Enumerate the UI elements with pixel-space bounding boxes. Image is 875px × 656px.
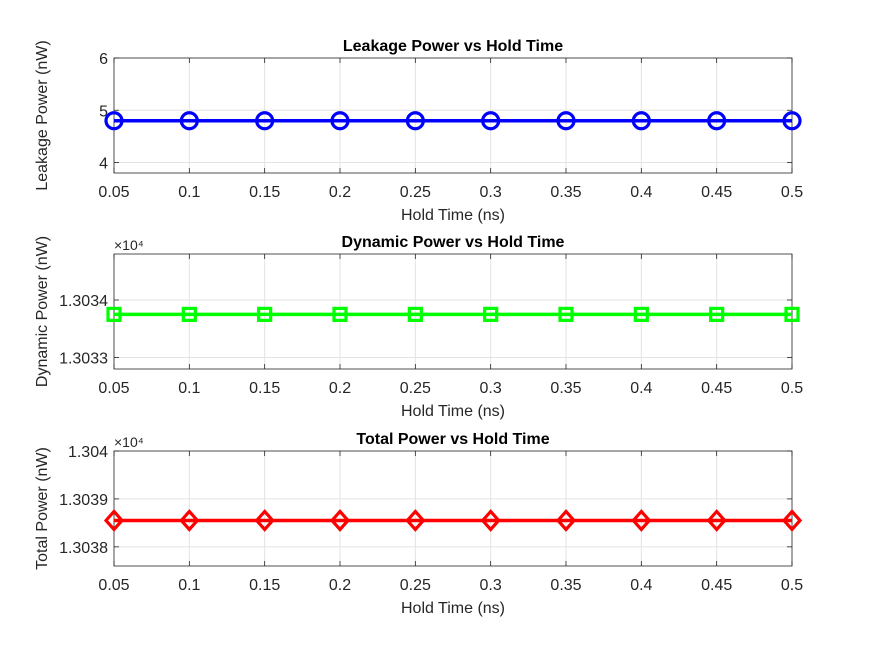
data-point-circle [405, 111, 425, 131]
data-point-diamond [631, 509, 652, 532]
data-point-circle [255, 111, 275, 131]
data-point-circle [481, 111, 501, 131]
data-point-circle [330, 111, 350, 131]
data-point-square [106, 306, 122, 322]
x-tick-label: 0.3 [480, 380, 502, 397]
x-tick-label: 0.5 [781, 380, 803, 397]
data-point-square [332, 306, 348, 322]
data-point-diamond [329, 509, 351, 532]
data-point-circle [782, 111, 802, 131]
x-tick-label: 0.25 [400, 577, 431, 594]
subplot-3: 0.05 0.1 0.15 0.2 0.25 0.3 0.35 0.4 0.45 0.5 1.303… [34, 431, 803, 617]
plot-area [114, 58, 792, 173]
x-tick-label: 0.5 [781, 577, 803, 594]
x-tick-label: 0.2 [329, 577, 351, 594]
data-point-square [181, 306, 197, 322]
chart-title: Total Power vs Hold Time [356, 431, 549, 448]
data-point-square [558, 306, 574, 322]
data-point-circle [707, 111, 727, 131]
x-axis-label: Hold Time (ns) [401, 403, 505, 420]
y-tick-label: 1.3034 [59, 293, 108, 310]
x-tick-label: 0.2 [329, 380, 351, 397]
plot-area [114, 451, 792, 566]
x-tick-label: 0.05 [98, 184, 129, 201]
x-tick-label: 0.45 [701, 380, 732, 397]
x-tick-label: 0.4 [630, 380, 652, 397]
plot-area [114, 254, 792, 369]
x-tick-label: 0.3 [480, 184, 502, 201]
x-tick-label: 0.1 [178, 577, 200, 594]
data-point-diamond [480, 509, 501, 532]
y-axis-label: Dynamic Power (nW) [34, 236, 51, 387]
data-point-diamond [254, 509, 275, 532]
y-axis-label: Total Power (nW) [34, 447, 51, 570]
data-point-square [784, 306, 800, 322]
x-tick-label: 0.4 [630, 184, 652, 201]
subplot-1: 0.05 0.1 0.15 0.2 0.25 0.3 0.35 0.4 0.45 0.5 4 5 6 Le… [34, 38, 803, 224]
chart-title: Dynamic Power vs Hold Time [342, 234, 565, 251]
axes-box [113, 253, 793, 370]
subplot-2: 0.05 0.1 0.15 0.2 0.25 0.3 0.35 0.4 0.45 0.5 1.303… [34, 234, 803, 420]
x-tick-label: 0.35 [550, 184, 581, 201]
y-exponent-label: ×10⁴ [114, 434, 144, 450]
y-tick-label: 1.3033 [59, 351, 108, 368]
x-tick-label: 0.35 [550, 577, 581, 594]
data-point-square [483, 306, 499, 322]
data-point-circle [179, 111, 199, 131]
data-point-square [407, 306, 423, 322]
x-tick-label: 0.25 [400, 380, 431, 397]
data-point-square [709, 306, 725, 322]
x-tick-label: 0.35 [550, 380, 581, 397]
x-tick-label: 0.15 [249, 184, 280, 201]
data-point-diamond [179, 509, 200, 532]
x-tick-label: 0.3 [480, 577, 502, 594]
axes-box [113, 57, 793, 174]
data-point-diamond [555, 509, 577, 532]
data-point-circle [556, 111, 576, 131]
x-tick-label: 0.15 [249, 577, 280, 594]
x-axis-label: Hold Time (ns) [401, 600, 505, 617]
x-tick-label: 0.25 [400, 184, 431, 201]
x-tick-label: 0.05 [98, 380, 129, 397]
x-tick-label: 0.4 [630, 577, 652, 594]
data-point-square [633, 306, 649, 322]
data-point-square [257, 306, 273, 322]
y-tick-label: 1.3039 [59, 492, 108, 509]
x-tick-label: 0.1 [178, 184, 200, 201]
x-tick-label: 0.5 [781, 184, 803, 201]
data-point-circle [104, 111, 124, 131]
y-exponent-label: ×10⁴ [114, 237, 144, 253]
y-tick-label: 4 [99, 156, 108, 173]
y-tick-label: 5 [99, 103, 108, 120]
x-axis-label: Hold Time (ns) [401, 207, 505, 224]
y-tick-label: 1.3038 [59, 540, 108, 557]
data-point-diamond [103, 509, 125, 532]
data-point-diamond [781, 509, 803, 532]
x-tick-label: 0.1 [178, 380, 200, 397]
y-tick-label: 6 [99, 51, 108, 68]
data-point-diamond [706, 509, 727, 532]
data-point-circle [631, 111, 651, 131]
chart-title: Leakage Power vs Hold Time [343, 38, 563, 55]
y-axis-label: Leakage Power (nW) [34, 40, 51, 190]
x-tick-label: 0.05 [98, 577, 129, 594]
data-point-diamond [405, 509, 426, 532]
x-tick-label: 0.45 [701, 184, 732, 201]
x-tick-label: 0.45 [701, 577, 732, 594]
y-tick-label: 1.304 [68, 444, 108, 461]
x-tick-label: 0.2 [329, 184, 351, 201]
axes-box [113, 450, 793, 567]
x-tick-label: 0.15 [249, 380, 280, 397]
